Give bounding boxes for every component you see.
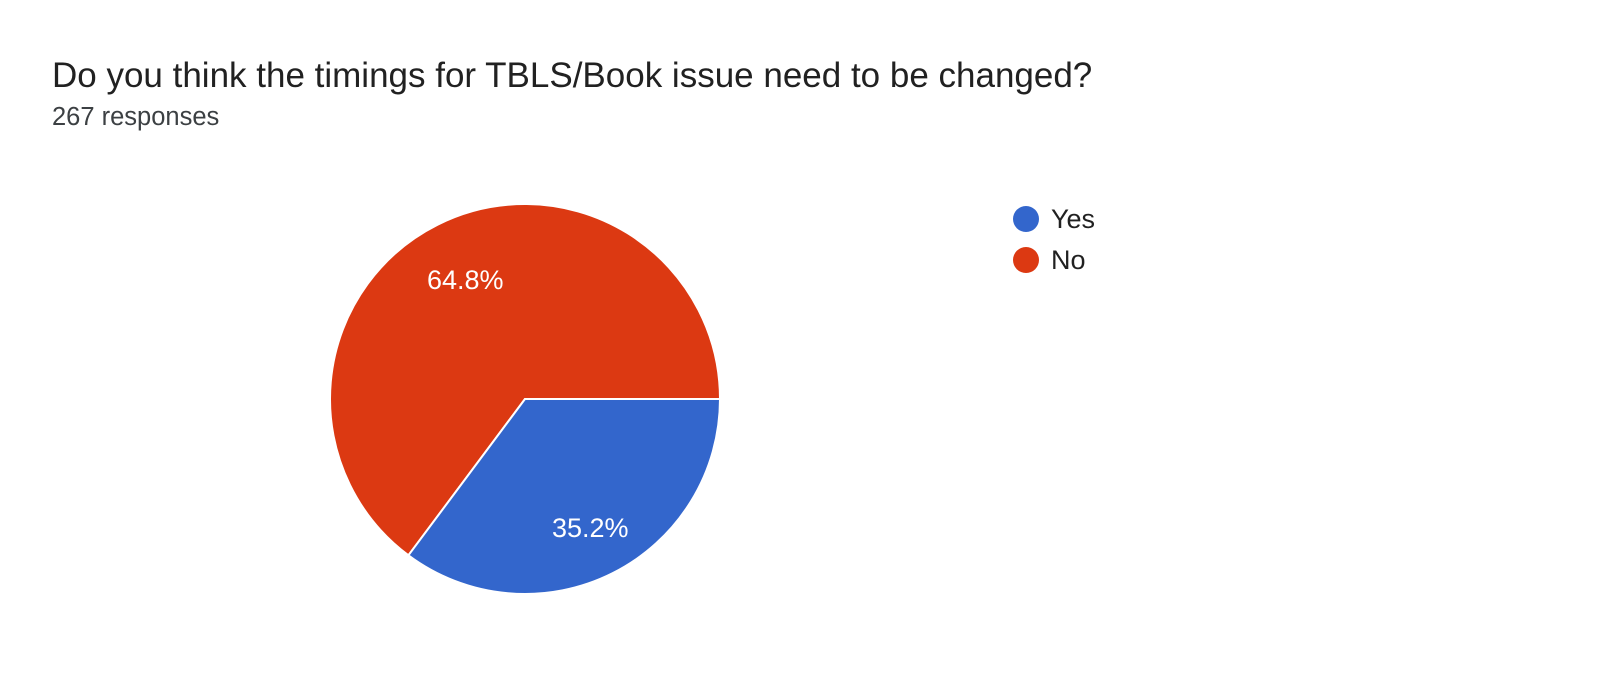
- svg-text:64.8%: 64.8%: [427, 265, 504, 295]
- svg-text:35.2%: 35.2%: [552, 513, 629, 543]
